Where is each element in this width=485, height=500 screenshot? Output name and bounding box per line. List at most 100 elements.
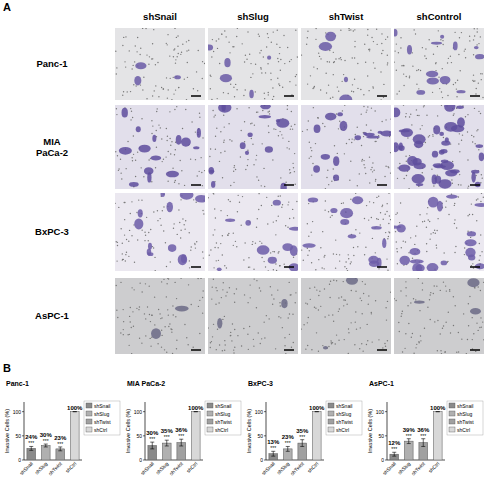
pore — [374, 110, 375, 111]
cell-blob — [119, 147, 132, 155]
pore — [477, 286, 478, 287]
pore — [215, 304, 216, 305]
pore — [350, 261, 351, 262]
pore — [388, 231, 389, 232]
pore — [216, 290, 217, 291]
pore — [382, 204, 383, 205]
pore — [149, 285, 150, 286]
pore — [476, 88, 477, 89]
pore — [441, 353, 442, 354]
pore — [364, 218, 365, 219]
chart: Panc-1Invasive Cells (%)050100***24%shSn… — [4, 380, 120, 476]
pore — [447, 261, 448, 262]
micrograph-bg — [208, 105, 298, 189]
pore — [168, 314, 169, 315]
pore — [437, 350, 438, 351]
error-cap — [300, 446, 304, 447]
pore — [386, 258, 387, 259]
pore — [216, 260, 217, 261]
pore — [310, 299, 311, 300]
chart: AsPC-1Invasive Cells (%)050100***12%shSn… — [367, 380, 483, 476]
pore — [135, 160, 136, 161]
pore — [263, 261, 264, 262]
pore — [360, 89, 361, 90]
pore — [141, 342, 142, 343]
pore — [341, 203, 342, 204]
cell-blob — [433, 125, 440, 134]
pore — [210, 88, 211, 89]
pore — [156, 130, 157, 131]
scale-bar — [284, 184, 294, 186]
legend-label: shCtrl — [457, 427, 470, 433]
x-tick-label: shSlug — [33, 460, 48, 475]
pore — [382, 50, 383, 51]
pore — [339, 254, 340, 255]
pore — [212, 336, 213, 337]
pore — [161, 346, 162, 347]
pore — [458, 351, 459, 352]
pore — [330, 216, 331, 217]
pore — [385, 166, 386, 167]
pore — [371, 37, 372, 38]
pore — [262, 110, 263, 111]
pore — [167, 309, 168, 310]
pore — [302, 131, 303, 132]
pore — [135, 85, 136, 86]
pore — [410, 302, 411, 303]
pore — [268, 132, 269, 133]
legend-label: shTwist — [457, 419, 474, 425]
pore — [439, 88, 440, 89]
pore — [157, 108, 158, 109]
pore — [170, 328, 171, 329]
cell-blob — [249, 90, 254, 99]
pore — [475, 93, 476, 94]
pore — [219, 63, 220, 64]
pore — [461, 140, 462, 141]
pore — [438, 30, 439, 31]
pore — [429, 135, 430, 136]
pore — [237, 335, 238, 336]
pore — [373, 170, 374, 171]
cell-blob — [399, 142, 403, 150]
scale-bar — [191, 95, 201, 97]
pore — [295, 302, 296, 303]
cell-blob — [314, 124, 321, 133]
cell-blob — [340, 121, 348, 131]
pore — [261, 338, 262, 339]
pore — [381, 33, 382, 34]
pore — [460, 184, 461, 185]
pore — [124, 219, 125, 220]
cell-blob — [394, 142, 399, 152]
pore — [468, 186, 469, 187]
pore — [289, 334, 290, 335]
column-header: shTwist — [329, 11, 364, 22]
pore — [187, 62, 188, 63]
pore — [403, 65, 404, 66]
pore — [336, 113, 337, 114]
bar — [41, 446, 50, 461]
pore — [130, 321, 131, 322]
pore — [166, 352, 167, 353]
pore — [364, 167, 365, 168]
pore — [156, 146, 157, 147]
pore — [373, 41, 374, 42]
pore — [332, 97, 333, 98]
pore — [145, 335, 146, 336]
pore — [287, 108, 288, 109]
cell-blob — [181, 137, 191, 146]
error-line — [60, 447, 61, 451]
pore — [131, 353, 132, 354]
pore — [282, 327, 283, 328]
error-line — [408, 439, 409, 444]
pore — [483, 339, 484, 340]
pore — [365, 247, 366, 248]
pore — [467, 131, 468, 132]
pore — [219, 344, 220, 345]
pore — [386, 319, 387, 320]
pore — [433, 185, 434, 186]
pore — [171, 329, 172, 330]
y-axis — [387, 402, 388, 460]
pore — [472, 80, 473, 81]
pore — [151, 315, 152, 316]
pore — [383, 219, 384, 220]
